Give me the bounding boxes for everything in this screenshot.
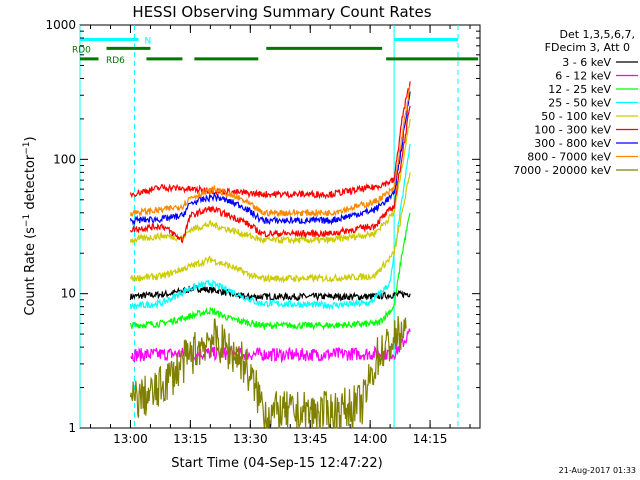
footer-timestamp: 21-Aug-2017 01:33 xyxy=(559,466,636,475)
legend-header-line-2: FDecim 3, Att 0 xyxy=(545,41,630,54)
legend-label-0: 3 - 6 keV xyxy=(562,56,611,69)
chart-title: HESSI Observing Summary Count Rates xyxy=(132,3,431,21)
legend: Det 1,3,5,6,7, FDecim 3, Att 0 3 - 6 keV… xyxy=(513,28,638,177)
bar-label-N: N xyxy=(144,36,151,46)
series-5-segment-1 xyxy=(129,81,411,200)
series-2-segment-0 xyxy=(129,212,411,331)
y-tick-label-3: 1000 xyxy=(45,18,76,32)
legend-label-5: 100 - 300 keV xyxy=(534,124,611,137)
x-axis-label: Start Time (04-Sep-15 12:47:22) xyxy=(171,456,382,471)
series-4-segment-0 xyxy=(129,172,411,284)
legend-label-3: 25 - 50 keV xyxy=(548,97,611,110)
series-8-segment-0 xyxy=(129,316,407,430)
legend-label-8: 7000 - 20000 keV xyxy=(513,164,611,177)
series-5-segment-0 xyxy=(129,105,411,244)
x-tick-label-0: 13:00 xyxy=(113,432,148,446)
bar-label-RD6: RD6 xyxy=(106,56,125,66)
legend-label-1: 6 - 12 keV xyxy=(555,70,611,83)
bar-label-RD0: RD0 xyxy=(72,45,91,55)
legend-label-7: 800 - 7000 keV xyxy=(527,151,611,164)
series-6-segment-0 xyxy=(129,91,411,226)
plot-frame xyxy=(79,24,481,429)
x-tick-label-5: 14:15 xyxy=(413,432,448,446)
series-layer xyxy=(129,81,411,430)
plot-border xyxy=(79,24,481,429)
x-tick-label-4: 14:00 xyxy=(353,432,388,446)
y-tick-label-2: 100 xyxy=(53,152,76,166)
y-tick-label-1: 10 xyxy=(61,287,76,301)
legend-label-4: 50 - 100 keV xyxy=(541,110,611,123)
state-bars: N RD0 RD6 xyxy=(72,36,479,66)
series-1-segment-0 xyxy=(130,328,411,364)
legend-label-6: 300 - 800 keV xyxy=(534,137,611,150)
x-tick-label-2: 13:30 xyxy=(233,432,268,446)
series-7-segment-0 xyxy=(129,85,411,218)
legend-label-2: 12 - 25 keV xyxy=(548,83,611,96)
x-tick-label-1: 13:15 xyxy=(173,432,208,446)
axes: 13:00 13:15 13:30 13:45 14:00 14:15 1 10 100 1000 xyxy=(45,18,480,446)
series-3-segment-0 xyxy=(129,143,411,311)
x-tick-label-3: 13:45 xyxy=(293,432,328,446)
legend-header-line-1: Det 1,3,5,6,7, xyxy=(559,28,635,41)
y-axis-label: Count Rate (s−1 detector−1) xyxy=(22,136,38,315)
y-tick-label-0: 1 xyxy=(68,421,76,435)
